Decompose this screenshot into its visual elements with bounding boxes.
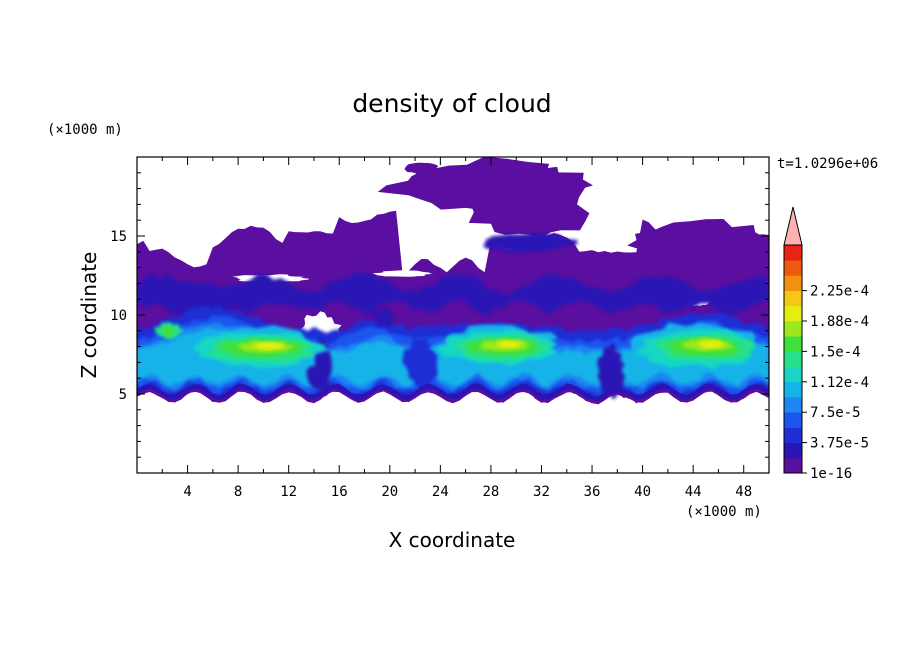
- colorbar-segment: [784, 381, 802, 398]
- x-tick-label: 44: [685, 484, 702, 500]
- density-contour: [468, 166, 590, 239]
- colorbar-frame: [783, 244, 803, 474]
- density-field: [137, 157, 769, 405]
- colorbar-segment: [784, 321, 802, 337]
- colorbar-segment: [784, 412, 802, 428]
- colorbar-segment: [784, 366, 802, 383]
- colorbar-label: 2.25e-4: [810, 284, 869, 300]
- y-tick-label: 5: [119, 387, 127, 403]
- y-unit-label: (×1000 m): [47, 122, 123, 138]
- colorbar-label: 1.5e-4: [810, 344, 861, 360]
- colorbar-segment: [784, 427, 802, 443]
- colorbar-segment: [784, 336, 802, 352]
- x-tick-label: 4: [183, 484, 191, 500]
- colorbar-segment: [784, 351, 802, 367]
- colorbar: 1e-16 3.75e-5 7.5e-5 1.12e-4 1.5e-4 1.88e-4 2.…: [783, 206, 869, 482]
- x-tick-label: 40: [634, 484, 651, 500]
- density-contour: [137, 272, 769, 316]
- y-axis-label: Z coordinate: [77, 252, 101, 379]
- colorbar-label: 1.12e-4: [810, 375, 869, 391]
- y-tick-label: 15: [110, 229, 127, 245]
- x-tick-label: 8: [234, 484, 242, 500]
- time-label: t=1.0296e+06: [777, 156, 878, 172]
- colorbar-label: 1.88e-4: [810, 314, 869, 330]
- density-contour: [372, 307, 395, 328]
- density-contour: [495, 340, 522, 349]
- x-tick-label: 20: [381, 484, 398, 500]
- x-tick-label: 32: [533, 484, 550, 500]
- colorbar-segment: [784, 457, 802, 474]
- colorbar-extension: [783, 206, 803, 246]
- colorbar-segment: [784, 260, 802, 276]
- colorbar-label: 1e-16: [810, 466, 852, 482]
- density-contour: [696, 340, 725, 349]
- density-contour: [404, 162, 438, 175]
- density-contour: [137, 383, 769, 404]
- colorbar-segment: [784, 397, 802, 413]
- colorbar-label: 3.75e-5: [810, 436, 869, 452]
- x-axis-label: X coordinate: [389, 528, 516, 552]
- density-contour: [402, 335, 438, 389]
- x-unit-label: (×1000 m): [686, 504, 762, 520]
- colorbar-segment: [784, 245, 802, 261]
- density-contour: [597, 343, 626, 400]
- density-contour: [252, 342, 283, 350]
- x-tick-label: 28: [482, 484, 499, 500]
- colorbar-label: 7.5e-5: [810, 405, 861, 421]
- chart-title: density of cloud: [352, 89, 551, 118]
- colorbar-segment: [784, 275, 802, 291]
- colorbar-segment: [784, 290, 802, 307]
- density-contour: [137, 388, 769, 405]
- x-tick-label: 12: [280, 484, 297, 500]
- x-tick-label: 36: [584, 484, 601, 500]
- x-tick-label: 24: [432, 484, 449, 500]
- colorbar-segment: [784, 442, 802, 459]
- y-tick-label: 10: [110, 308, 127, 324]
- x-tick-label: 48: [735, 484, 752, 500]
- density-contour: [483, 233, 578, 254]
- x-tick-label: 16: [331, 484, 348, 500]
- density-contour: [627, 219, 769, 272]
- colorbar-segment: [784, 305, 802, 322]
- density-contour: [373, 270, 433, 277]
- density-contour: [161, 326, 176, 336]
